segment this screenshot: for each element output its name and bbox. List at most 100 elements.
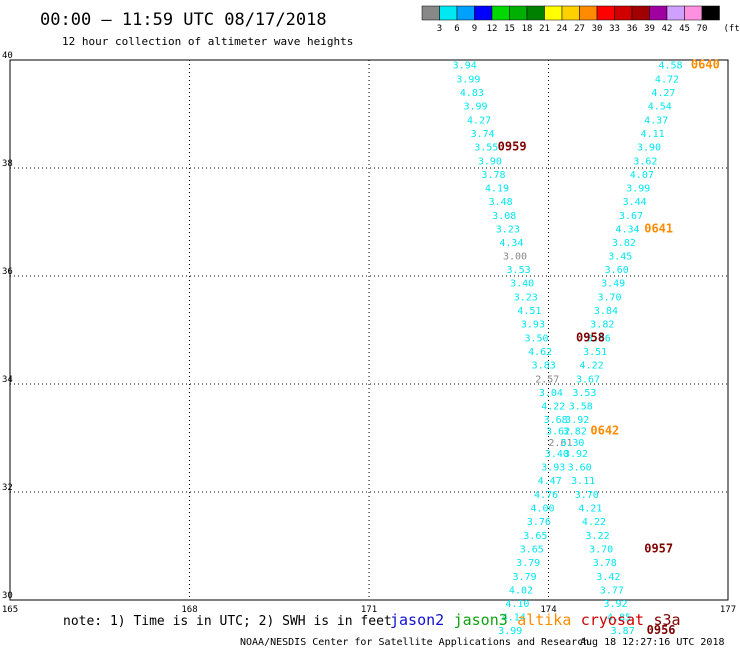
y-tick-label: 30 xyxy=(2,591,13,601)
wave-height-label: 3.79 xyxy=(516,558,540,569)
wave-height-label: 3.92 xyxy=(564,449,588,460)
legend-label: 3 xyxy=(437,24,442,34)
wave-height-label: 2.61 xyxy=(548,438,572,449)
y-tick-label: 38 xyxy=(2,159,13,169)
wave-height-label: 3.51 xyxy=(583,347,607,358)
wave-height-label: 3.40 xyxy=(510,278,534,289)
wave-height-label: 3.00 xyxy=(503,251,527,262)
wave-height-label: 3.53 xyxy=(507,265,531,276)
legend-label: 36 xyxy=(627,24,638,34)
legend-swatch xyxy=(491,5,510,21)
legend-swatch xyxy=(526,5,545,21)
wave-height-label: 3.22 xyxy=(586,531,610,542)
pass-time-label: 0957 xyxy=(644,542,673,556)
footer-timestamp: Aug 18 12:27:16 UTC 2018 xyxy=(580,637,725,648)
legend-label: 15 xyxy=(504,24,515,34)
wave-height-label: 4.10 xyxy=(505,599,529,610)
grid xyxy=(10,60,728,600)
wave-height-label: 4.62 xyxy=(528,347,552,358)
wave-height-label: 3.84 xyxy=(594,306,618,317)
x-tick-label: 171 xyxy=(361,605,377,615)
wave-height-label: 3.48 xyxy=(489,197,513,208)
legend-unit: (ft) xyxy=(724,24,740,34)
legend-label: 30 xyxy=(592,24,603,34)
wave-height-label: 4.19 xyxy=(485,183,509,194)
wave-height-label: 3.53 xyxy=(572,388,596,399)
wave-height-label: 3.70 xyxy=(597,293,621,304)
pass-time-label: 0640 xyxy=(691,57,720,71)
x-tick-label: 174 xyxy=(540,605,556,615)
legend-label: 21 xyxy=(539,24,550,34)
wave-height-label: 3.68 xyxy=(544,415,568,426)
wave-height-label: 3.99 xyxy=(498,626,522,637)
wave-height-label: 4.72 xyxy=(655,74,679,85)
wave-height-label: 3.60 xyxy=(568,463,592,474)
wave-height-label: 3.77 xyxy=(600,586,624,597)
wave-height-label: 3.58 xyxy=(569,402,593,413)
wave-height-label: 4.37 xyxy=(644,115,668,126)
legend-label: 6 xyxy=(454,24,459,34)
legend-label: 45 xyxy=(679,24,690,34)
wave-height-label: 3.82 xyxy=(590,320,614,331)
satellite-name: jason2 xyxy=(390,611,444,629)
wave-height-label: 4.07 xyxy=(630,170,654,181)
wave-height-label: 2.57 xyxy=(535,375,559,386)
wave-height-label: 3.79 xyxy=(513,572,537,583)
legend-label: 70 xyxy=(697,24,708,34)
legend-swatch xyxy=(666,5,685,21)
wave-height-label: 3.92 xyxy=(565,415,589,426)
wave-height-label: 3.87 xyxy=(611,626,635,637)
y-tick-label: 34 xyxy=(2,375,13,385)
legend-label: 9 xyxy=(472,24,477,34)
wave-height-label: 3.65 xyxy=(520,545,544,556)
legend-swatch xyxy=(684,5,703,21)
satellite-name: altika xyxy=(517,611,571,629)
wave-height-label: 4.27 xyxy=(467,115,491,126)
wave-height-label: 3.62 xyxy=(546,426,570,437)
wave-height-label: 4.83 xyxy=(460,88,484,99)
legend-label: 33 xyxy=(609,24,620,34)
legend-label: 12 xyxy=(487,24,498,34)
wave-height-label: 3.60 xyxy=(605,265,629,276)
wave-height-label: 3.99 xyxy=(456,74,480,85)
wave-height-label: 3.82 xyxy=(612,238,636,249)
wave-height-label: 3.30 xyxy=(560,438,584,449)
wave-height-label: 3.08 xyxy=(492,211,516,222)
wave-height-label: 3.86 xyxy=(587,334,611,345)
wave-height-label: 3.78 xyxy=(481,170,505,181)
wave-height-label: 4.00 xyxy=(530,504,554,515)
legend-swatch xyxy=(579,5,598,21)
x-tick-label: 165 xyxy=(2,605,18,615)
wave-height-label: 3.83 xyxy=(532,361,556,372)
legend-swatch xyxy=(649,5,668,21)
x-tick-label: 177 xyxy=(720,605,736,615)
wave-height-label: 4.21 xyxy=(578,504,602,515)
wave-height-label: 3.99 xyxy=(463,101,487,112)
wave-height-label: 3.93 xyxy=(521,320,545,331)
wave-height-label: 3.90 xyxy=(478,156,502,167)
note-text: note: 1) Time is in UTC; 2) SWH is in fe… xyxy=(63,614,392,629)
wave-height-label: 4.51 xyxy=(517,306,541,317)
wave-height-label: 3.50 xyxy=(524,334,548,345)
wave-height-label: 3.55 xyxy=(474,142,498,153)
wave-height-label: 3.67 xyxy=(576,375,600,386)
x-tick-label: 168 xyxy=(181,605,197,615)
legend-swatch xyxy=(421,5,440,21)
wave-height-label: 3.45 xyxy=(608,251,632,262)
wave-height-label: 3.44 xyxy=(623,197,647,208)
wave-height-label: 3.93 xyxy=(541,463,565,474)
pass-time-label: 0959 xyxy=(498,139,527,153)
legend-swatch xyxy=(631,5,650,21)
pass-time-label: 0956 xyxy=(647,623,676,637)
satellite-name: cryosat xyxy=(581,611,644,629)
wave-height-label: 3.40 xyxy=(545,449,569,460)
wave-height-label: 4.22 xyxy=(580,361,604,372)
chart-title: 00:00 – 11:59 UTC 08/17/2018 xyxy=(40,10,327,30)
pass-time-label: 0958 xyxy=(576,331,605,345)
legend-swatch xyxy=(439,5,458,21)
legend-swatch xyxy=(614,5,633,21)
footer-credit: NOAA/NESDIS Center for Satellite Applica… xyxy=(240,637,589,648)
satellite-legend: jason2 jason3 altika cryosat s3a xyxy=(390,611,681,629)
wave-height-label: 3.42 xyxy=(596,572,620,583)
